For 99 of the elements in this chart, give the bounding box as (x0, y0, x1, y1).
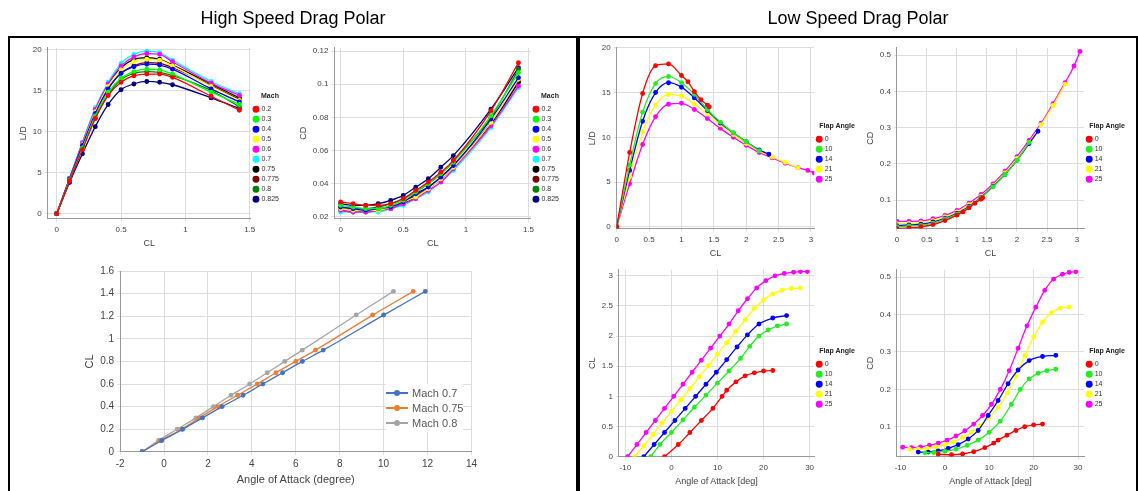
y-tick-label: 1 (108, 332, 115, 344)
y-tick-label: 0.4 (100, 400, 115, 412)
y-axis-title: L/D (586, 130, 597, 146)
x-tick-label: 2 (743, 234, 749, 244)
x-tick-label: 0.5 (921, 234, 934, 244)
y-tick-label: 3 (608, 271, 614, 281)
x-axis-title: Angle of Attack [deg] (675, 476, 758, 487)
y-axis-title: CD (864, 356, 875, 370)
x-tick-label: 20 (759, 462, 769, 472)
y-tick-label: 1.5 (601, 361, 614, 371)
text: High Speed Drag Polar (199, 8, 387, 29)
x-tick-label: 0 (54, 224, 60, 234)
x-tick-label: 0.5 (115, 224, 128, 234)
x-axis-title: CL (709, 248, 722, 259)
x-tick-label: 1.5 (708, 234, 720, 244)
y-tick-label: 0.5 (601, 421, 614, 431)
y-tick-label: 15 (601, 87, 612, 97)
x-tick-label: 12 (421, 457, 434, 469)
x-tick-label: 8 (336, 457, 343, 469)
x-tick-label: 10 (713, 462, 723, 472)
y-axis-title: CD (297, 126, 308, 140)
x-tick-label: 0 (161, 457, 168, 469)
y-tick-label: 10 (601, 132, 612, 142)
x-tick-label: 2 (205, 457, 212, 469)
y-tick-label: 15 (32, 85, 43, 95)
x-tick-label: 0 (338, 224, 344, 234)
y-tick-label: 1 (608, 391, 614, 401)
y-tick-label: 0.2 (879, 159, 892, 169)
y-tick-label: 20 (32, 44, 43, 54)
x-tick-label: -10 (894, 462, 907, 472)
y-tick-label: 0.2 (879, 384, 892, 394)
x-tick-label: 30 (805, 462, 815, 472)
y-tick-label: 2 (608, 331, 614, 341)
x-axis-title: Angle of Attack [deg] (949, 476, 1032, 487)
x-axis-title: CL (984, 248, 997, 259)
x-axis-title: CL (426, 238, 439, 249)
y-tick-label: 0.4 (879, 86, 892, 96)
y-tick-label: 0.1 (879, 195, 892, 205)
y-tick-label: 10 (32, 126, 43, 136)
y-tick-label: 0 (37, 208, 43, 218)
text: Low Speed Drag Polar (766, 8, 950, 29)
x-tick-label: 10 (378, 457, 390, 469)
y-tick-label: 0.2 (100, 422, 115, 434)
x-tick-label: 1 (183, 224, 189, 234)
y-axis-title: CL (82, 354, 95, 369)
x-tick-label: 2.5 (1041, 234, 1054, 244)
x-axis-title: Angle of Attack (degree) (236, 473, 355, 486)
x-tick-label: 30 (1073, 462, 1083, 472)
y-tick-label: 0.3 (879, 347, 892, 357)
y-tick-label: 0.12 (312, 46, 329, 56)
y-tick-label: 0.08 (312, 112, 329, 122)
x-tick-label: 1.5 (244, 224, 256, 234)
x-tick-label: 0 (669, 462, 675, 472)
x-tick-label: 14 (465, 457, 478, 469)
y-tick-label: 0.5 (879, 50, 892, 60)
y-tick-label: 0.4 (879, 309, 892, 319)
legend-label: Mach 0.7 (412, 386, 458, 399)
x-tick-label: -10 (619, 462, 632, 472)
x-tick-label: 2 (1014, 234, 1020, 244)
x-tick-label: 4 (249, 457, 256, 469)
y-tick-label: 0.5 (879, 272, 892, 282)
y-axis-title: CD (864, 131, 875, 145)
y-tick-label: 0 (108, 445, 115, 457)
y-tick-label: 0.1 (317, 79, 329, 89)
x-tick-label: 6 (292, 457, 299, 469)
y-tick-label: 5 (37, 167, 43, 177)
x-tick-label: 1.5 (981, 234, 994, 244)
y-tick-label: 0.3 (879, 122, 892, 132)
y-tick-label: 1.6 (100, 264, 115, 276)
x-tick-label: 3 (1074, 234, 1080, 244)
y-axis-title: CL (586, 357, 597, 369)
y-tick-label: 1.2 (100, 309, 115, 321)
y-tick-label: 0.8 (100, 355, 115, 367)
y-tick-label: 20 (601, 43, 612, 52)
y-tick-label: 0.06 (312, 145, 329, 155)
legend-label: Mach 0.8 (412, 416, 458, 429)
x-tick-label: 0 (894, 234, 900, 244)
x-tick-label: 0.5 (397, 224, 410, 234)
x-tick-label: 2.5 (773, 234, 785, 244)
y-tick-label: 0.02 (312, 212, 329, 222)
y-tick-label: 0.6 (100, 377, 115, 389)
y-tick-label: 1.4 (100, 287, 115, 299)
y-tick-label: 2.5 (601, 301, 614, 311)
y-tick-label: 0.1 (879, 421, 892, 431)
x-tick-label: 1 (679, 234, 685, 244)
legend-label: Mach 0.75 (412, 401, 464, 414)
x-tick-label: -2 (115, 457, 125, 469)
x-tick-label: 10 (984, 462, 995, 472)
x-axis-title: CL (143, 238, 156, 249)
x-tick-label: 0 (942, 462, 948, 472)
x-tick-label: 1.5 (522, 224, 535, 234)
y-tick-label: 5 (606, 177, 612, 187)
x-tick-label: 3 (808, 234, 814, 244)
y-axis-title: L/D (17, 125, 28, 141)
y-tick-label: 0.04 (312, 178, 329, 188)
x-tick-label: 20 (1029, 462, 1039, 472)
x-tick-label: 0.5 (643, 234, 656, 244)
x-tick-label: 1 (954, 234, 960, 244)
x-tick-label: 1 (463, 224, 469, 234)
